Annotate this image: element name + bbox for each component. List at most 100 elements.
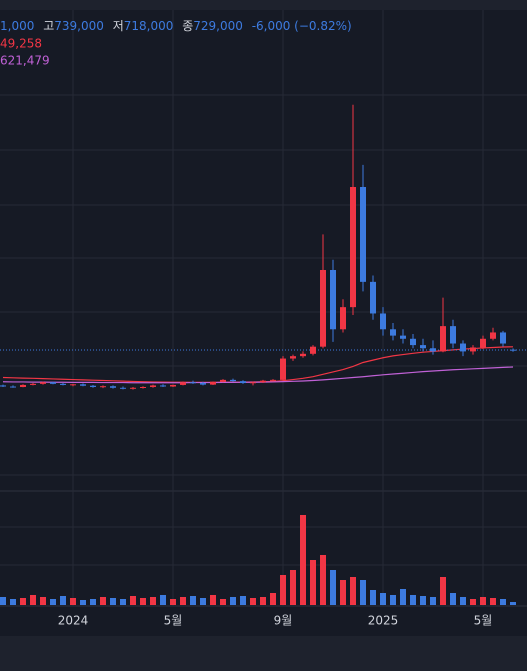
candle-body [280,358,286,380]
moving-average-line [2,366,514,384]
volume-bar [280,575,286,605]
candle-body [10,386,16,388]
change-value: -6,000 (−0.82%) [252,19,352,33]
candle-body [130,387,136,389]
close-label: 종 [182,19,193,33]
candle-body [400,335,406,339]
candle-body [300,353,306,357]
low-value: 718,000 [124,19,174,33]
volume-bar [460,597,466,605]
ma-legend: 49,258 [0,37,42,51]
candle-body [110,386,116,388]
open-value: 1,000 [0,19,34,33]
candle-body [80,384,86,386]
candle-body [260,380,266,383]
volume-bar [260,597,266,605]
candle-body [30,383,36,385]
volume-bar [110,598,116,605]
legend-header: 1,000 고739,000 저718,000 종729,000 -6,000 … [0,19,352,33]
candle-body [430,348,436,352]
candle-body [490,332,496,339]
volume-bar [150,597,156,605]
volume-bar [320,555,326,605]
candle-body [200,383,206,385]
volume-bar [360,580,366,605]
volume-bar [420,596,426,605]
candle-body [100,386,106,388]
candle-body [390,329,396,336]
candle-body [340,307,346,330]
candle-body [160,385,166,387]
low-label: 저 [113,19,124,33]
candle-body [450,326,456,344]
candle-body [360,186,366,282]
volume-bar [380,593,386,605]
volume-bar [80,600,86,605]
x-tick-label: 9월 [274,614,293,628]
volume-bar [140,598,146,605]
volume-bar [440,577,446,605]
candle-body [380,313,386,330]
candle-body [70,384,76,386]
volume-bar [290,570,296,605]
volume-bar [470,599,476,605]
candle-body [370,281,376,314]
close-value: 729,000 [193,19,243,33]
candle-body [470,347,476,352]
x-tick-label: 2025 [368,614,399,628]
volume-bar [300,515,306,605]
volume-bar [210,595,216,605]
candle-body [510,349,516,351]
candle-body [190,382,196,384]
candle-body [150,385,156,387]
volume-bar [20,598,26,605]
x-tick-label: 2024 [58,614,89,628]
high-value: 739,000 [54,19,104,33]
candle-body [170,384,176,387]
x-tick-label: 5월 [164,614,183,628]
volume-bar [390,595,396,605]
candle-body [250,382,256,384]
time-axis [0,606,527,636]
volume-bar [270,593,276,605]
volume-bar [30,595,36,605]
candle-body [420,345,426,349]
volume-bar [200,598,206,605]
candle-body [460,343,466,352]
candle-body [480,338,486,348]
volume-bar [480,597,486,605]
candle-body [310,346,316,354]
candle-body [60,383,66,385]
ma-legend: 621,479 [0,54,50,68]
bottom-bar [0,636,527,671]
volume-bar [120,599,126,605]
volume-bar [330,570,336,605]
volume-bar [0,597,6,605]
volume-bar [310,560,316,605]
volume-bar [490,598,496,605]
candle-body [240,381,246,384]
volume-bar [70,598,76,605]
candle-body [440,326,446,352]
x-tick-label: 5월 [474,614,493,628]
candle-body [320,270,326,347]
volume-bar [180,597,186,605]
candle-body [410,338,416,346]
candle-body [180,382,186,385]
candle-body [230,379,236,382]
volume-bar [510,602,516,605]
volume-bar [250,598,256,605]
candle-body [500,332,506,344]
volume-bar [170,599,176,605]
grid [0,94,527,566]
candle-body [120,387,126,389]
volume-bar [430,597,436,605]
volume-bar [160,595,166,605]
volume-bar [220,599,226,605]
volume-bar [350,577,356,605]
candle-body [90,385,96,387]
volume-bar [50,599,56,605]
candle-body [270,379,276,381]
